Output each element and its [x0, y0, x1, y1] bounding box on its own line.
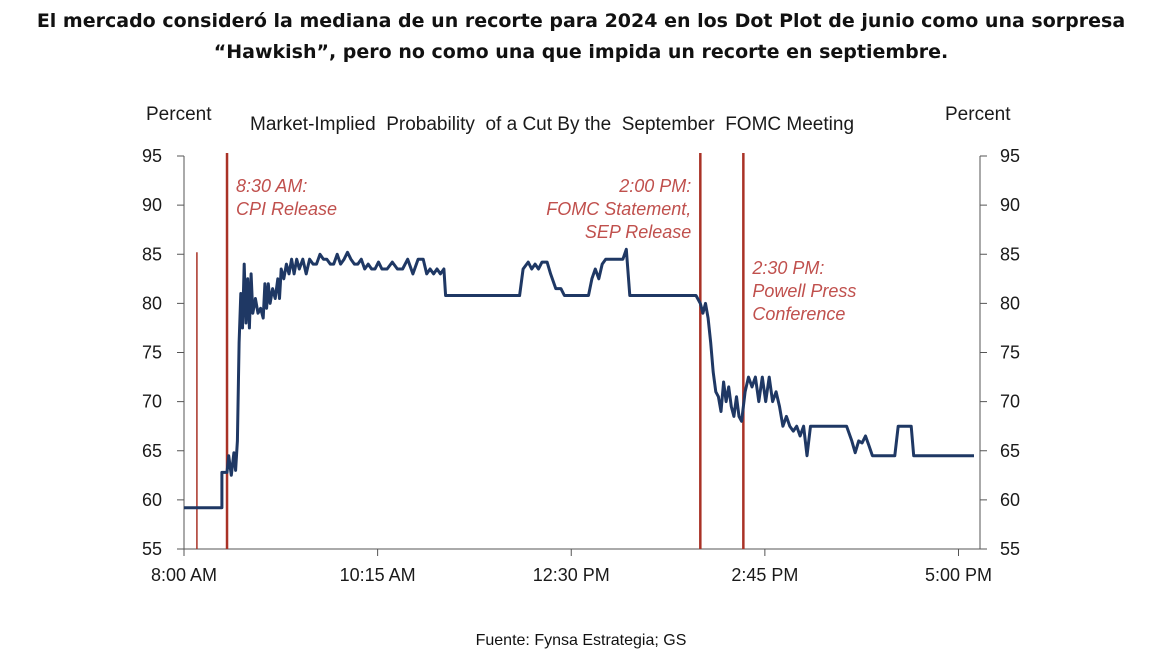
chart: Percent Percent Market-Implied Probabili… — [142, 104, 1020, 585]
source-note: Fuente: Fynsa Estrategia; GS — [475, 632, 687, 649]
y-tick-label-left-70: 70 — [142, 392, 162, 412]
y-tick-label-right-65: 65 — [1000, 441, 1020, 461]
chart-title: Market-Implied Probability of a Cut By t… — [250, 114, 854, 135]
y-tick-label-right-85: 85 — [1000, 244, 1020, 264]
event-label-3-2: Conference — [752, 304, 845, 324]
event-label-3-1: Powell Press — [752, 281, 856, 301]
series-line-0 — [184, 247, 974, 510]
x-tick-label-0: 8:00 AM — [151, 565, 217, 585]
event-label-2-0: 2:00 PM: — [618, 176, 691, 196]
event-label-1-1: CPI Release — [236, 199, 337, 219]
y-tick-label-right-70: 70 — [1000, 392, 1020, 412]
x-tick-label-4: 5:00 PM — [925, 565, 992, 585]
x-tick-label-1: 10:15 AM — [340, 565, 416, 585]
y-tick-label-left-60: 60 — [142, 490, 162, 510]
y-tick-label-right-80: 80 — [1000, 293, 1020, 313]
y-tick-label-left-80: 80 — [142, 293, 162, 313]
y-tick-label-left-55: 55 — [142, 539, 162, 559]
y-tick-label-right-95: 95 — [1000, 146, 1020, 166]
headline-line-2: “Hawkish”, pero no como una que impida u… — [213, 41, 949, 63]
y-tick-label-left-75: 75 — [142, 343, 162, 363]
event-label-2-2: SEP Release — [585, 222, 691, 242]
y-tick-label-right-75: 75 — [1000, 343, 1020, 363]
plot-area: 55 55 60 60 65 65 70 70 75 75 80 80 85 85 90 90 95 95 8:00… — [142, 146, 1020, 585]
y-tick-label-left-95: 95 — [142, 146, 162, 166]
event-label-2-1: FOMC Statement, — [546, 199, 691, 219]
event-label-3-0: 2:30 PM: — [751, 258, 824, 278]
headline-line-1: El mercado consideró la mediana de un re… — [36, 10, 1126, 32]
y-axis-label-left: Percent — [146, 104, 212, 125]
y-tick-label-right-60: 60 — [1000, 490, 1020, 510]
headline: El mercado consideró la mediana de un re… — [0, 6, 1162, 68]
y-tick-label-right-55: 55 — [1000, 539, 1020, 559]
y-tick-label-left-65: 65 — [142, 441, 162, 461]
x-tick-label-3: 2:45 PM — [731, 565, 798, 585]
y-axis-label-right: Percent — [945, 104, 1011, 125]
y-tick-label-left-90: 90 — [142, 195, 162, 215]
x-tick-label-2: 12:30 PM — [533, 565, 610, 585]
y-tick-label-right-90: 90 — [1000, 195, 1020, 215]
event-label-1-0: 8:30 AM: — [236, 176, 307, 196]
y-tick-label-left-85: 85 — [142, 244, 162, 264]
